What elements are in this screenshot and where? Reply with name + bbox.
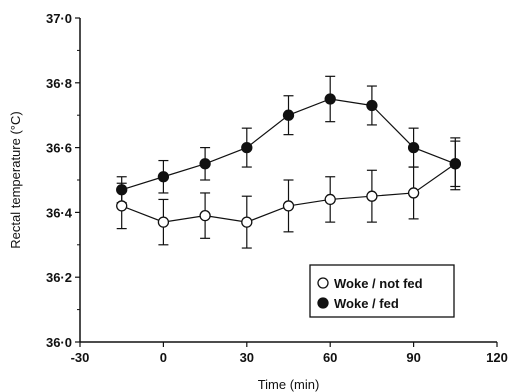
y-tick-label: 36·2 [46, 270, 72, 285]
x-tick-label: 120 [486, 350, 508, 365]
axis-ticks: -30 0 30 60 90 120 36·0 36·2 36·4 36·6 36·8 37·0 [46, 11, 508, 365]
data-point-open [282, 200, 295, 212]
data-point-filled [241, 141, 253, 154]
data-point-filled [449, 158, 461, 170]
legend-label: Woke / not fed [334, 276, 423, 291]
data-point-open [199, 209, 211, 222]
data-point-open [241, 216, 253, 228]
x-tick-label: 0 [160, 350, 167, 365]
legend-label: Woke / fed [334, 296, 399, 311]
legend: Woke / not fed Woke / fed [309, 264, 455, 318]
data-point-open [116, 200, 128, 212]
data-point-open [366, 190, 378, 202]
data-point-filled [407, 141, 420, 154]
x-tick-label: -30 [71, 350, 90, 365]
data-point-filled [324, 93, 336, 105]
legend-marker-filled [317, 297, 329, 309]
y-tick-label: 36·4 [46, 205, 73, 220]
data-point-filled [116, 184, 128, 196]
legend-marker-open [317, 277, 329, 289]
x-axis-label: Time (min) [258, 377, 320, 392]
data-point-open [407, 187, 420, 199]
y-tick-label: 36·8 [46, 76, 72, 91]
x-tick-label: 90 [406, 350, 420, 365]
data-point-filled [157, 171, 170, 183]
y-tick-label: 37·0 [46, 11, 72, 26]
legend-box [309, 264, 455, 318]
data-point-filled [199, 158, 211, 170]
data-point-filled [282, 109, 295, 121]
y-tick-label: 36·0 [46, 335, 72, 350]
y-axis-label: Rectal temperature (°C) [8, 111, 23, 248]
x-tick-label: 60 [323, 350, 337, 365]
x-tick-label: 30 [240, 350, 254, 365]
series-layer [116, 75, 461, 249]
data-point-filled [366, 99, 378, 112]
data-point-open [157, 216, 170, 228]
y-tick-label: 36·6 [46, 141, 72, 156]
data-point-open [324, 193, 336, 206]
